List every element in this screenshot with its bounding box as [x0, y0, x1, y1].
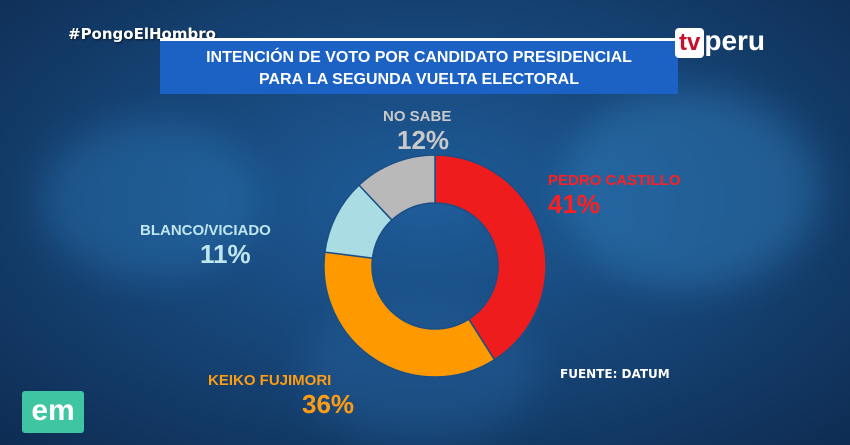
- label-keiko-fujimori: KEIKO FUJIMORI 36%: [208, 372, 354, 420]
- label-pedro-castillo: PEDRO CASTILLO 41%: [548, 172, 681, 220]
- background-blob: [560, 90, 820, 290]
- donut-slice-keiko-fujimori: [323, 251, 496, 378]
- chart-title-line2: PARA LA SEGUNDA VUELTA ELECTORAL: [259, 71, 579, 88]
- slice-label-value: 12%: [397, 125, 450, 155]
- slice-label-value: 36%: [302, 389, 355, 419]
- slice-label-name: PEDRO CASTILLO: [548, 172, 681, 189]
- chart-title-box: INTENCIÓN DE VOTO POR CANDIDATO PRESIDEN…: [160, 38, 678, 94]
- tvperu-logo: tv peru: [675, 23, 793, 59]
- slice-label-name: NO SABE: [383, 108, 452, 125]
- chart-title-line1: INTENCIÓN DE VOTO POR CANDIDATO PRESIDEN…: [206, 49, 632, 66]
- slice-label-name: KEIKO FUJIMORI: [208, 372, 332, 389]
- donut-slice-no-sabe: [357, 154, 436, 222]
- em-logo: em: [22, 391, 84, 433]
- slice-label-value: 41%: [548, 189, 601, 219]
- background-blob: [40, 120, 260, 280]
- donut-slice-pedro-castillo: [434, 154, 547, 361]
- slice-label-value: 11%: [200, 239, 251, 269]
- label-no-sabe: NO SABE 12%: [383, 108, 451, 156]
- label-blanco-viciado: BLANCO/VICIADO 11%: [140, 222, 271, 270]
- slice-label-name: BLANCO/VICIADO: [140, 222, 271, 239]
- source-note: FUENTE: DATUM: [560, 367, 670, 381]
